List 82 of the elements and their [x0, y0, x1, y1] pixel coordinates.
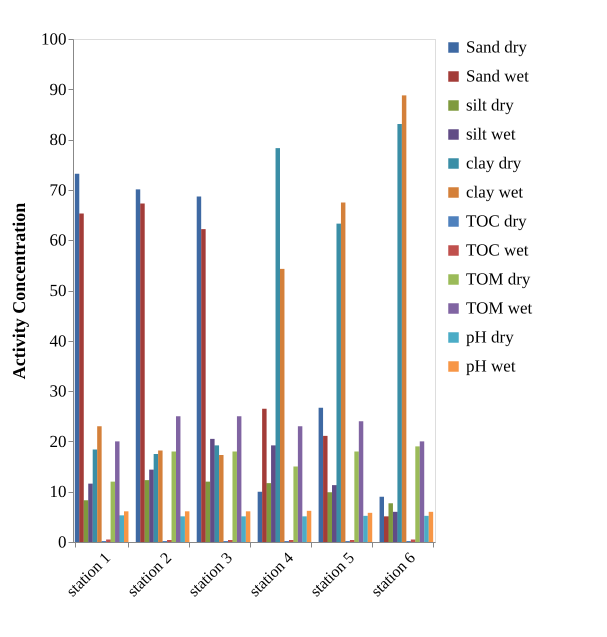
- bar: [206, 482, 210, 542]
- bar: [210, 438, 215, 542]
- bar: [293, 466, 298, 542]
- legend-label: silt wet: [466, 124, 516, 144]
- bar: [271, 445, 276, 542]
- bar: [392, 512, 398, 542]
- bar: [236, 416, 242, 542]
- bar: [232, 451, 237, 542]
- bar: [79, 214, 84, 542]
- bar: [323, 436, 328, 542]
- bar: [88, 484, 93, 542]
- y-tick-label: 20: [50, 432, 66, 451]
- bar: [415, 446, 420, 542]
- bar: [97, 426, 102, 542]
- bar: [402, 95, 406, 542]
- bar: [180, 516, 185, 542]
- bar: [332, 485, 336, 542]
- bar: [262, 408, 267, 542]
- legend-label: Sand dry: [466, 38, 528, 56]
- bar: [384, 516, 388, 542]
- legend-label: silt dry: [466, 96, 514, 114]
- bar: [306, 510, 312, 542]
- bar: [144, 480, 150, 542]
- bar: [140, 203, 145, 542]
- legend-label: pH dry: [466, 328, 514, 346]
- y-tick-label: 40: [50, 331, 66, 350]
- bar: [201, 229, 206, 542]
- y-tick-label: 100: [41, 30, 66, 48]
- bar: [298, 426, 302, 542]
- legend-label: TOC dry: [466, 212, 528, 230]
- legend-label: clay wet: [466, 182, 524, 202]
- bar: [219, 454, 224, 542]
- bar: [120, 515, 124, 542]
- legend-label: TOC wet: [466, 240, 529, 260]
- bar: [214, 445, 220, 542]
- bar: [74, 174, 80, 542]
- bar: [276, 148, 280, 542]
- bar: [246, 511, 250, 542]
- legend-label: Sand wet: [466, 66, 530, 86]
- bar: [154, 454, 158, 542]
- bar: [172, 451, 176, 542]
- y-tick-label: 80: [50, 130, 66, 150]
- bar: [380, 496, 384, 542]
- y-axis-title: Activity Concentration: [9, 202, 29, 380]
- bar: [176, 416, 180, 542]
- bar: [358, 421, 364, 542]
- bar: [336, 224, 341, 542]
- bar: [258, 492, 262, 542]
- bar: [428, 512, 434, 542]
- y-tick-label: 0: [58, 532, 66, 552]
- bar: [280, 268, 284, 542]
- bar: [241, 516, 246, 542]
- bar: [424, 516, 429, 542]
- bar: [196, 196, 202, 542]
- bar: [302, 516, 307, 542]
- bar: [340, 202, 346, 542]
- legend-label: TOM dry: [466, 270, 531, 288]
- bar: [106, 539, 111, 542]
- y-tick-label: 70: [50, 180, 66, 200]
- legend-label: pH wet: [466, 356, 516, 376]
- bar: [266, 483, 272, 542]
- legend-label: clay dry: [466, 154, 522, 172]
- y-tick-label: 50: [50, 281, 66, 300]
- bar: [110, 482, 116, 542]
- bar: [397, 124, 402, 542]
- bar: [115, 441, 120, 542]
- y-tick-label: 60: [50, 230, 66, 250]
- bar: [410, 539, 416, 542]
- y-tick-label: 90: [50, 80, 66, 99]
- bar: [328, 492, 332, 542]
- bar: [354, 451, 359, 542]
- bar: [184, 511, 190, 542]
- bar: [318, 408, 324, 542]
- bar: [124, 511, 128, 542]
- bar: [92, 449, 98, 542]
- y-tick-label: 10: [50, 482, 66, 502]
- bar: [388, 503, 393, 542]
- legend-label: TOM wet: [466, 298, 533, 318]
- bar: [158, 450, 163, 542]
- bar: [149, 470, 154, 542]
- y-tick-label: 30: [50, 382, 66, 401]
- bar: [363, 516, 368, 542]
